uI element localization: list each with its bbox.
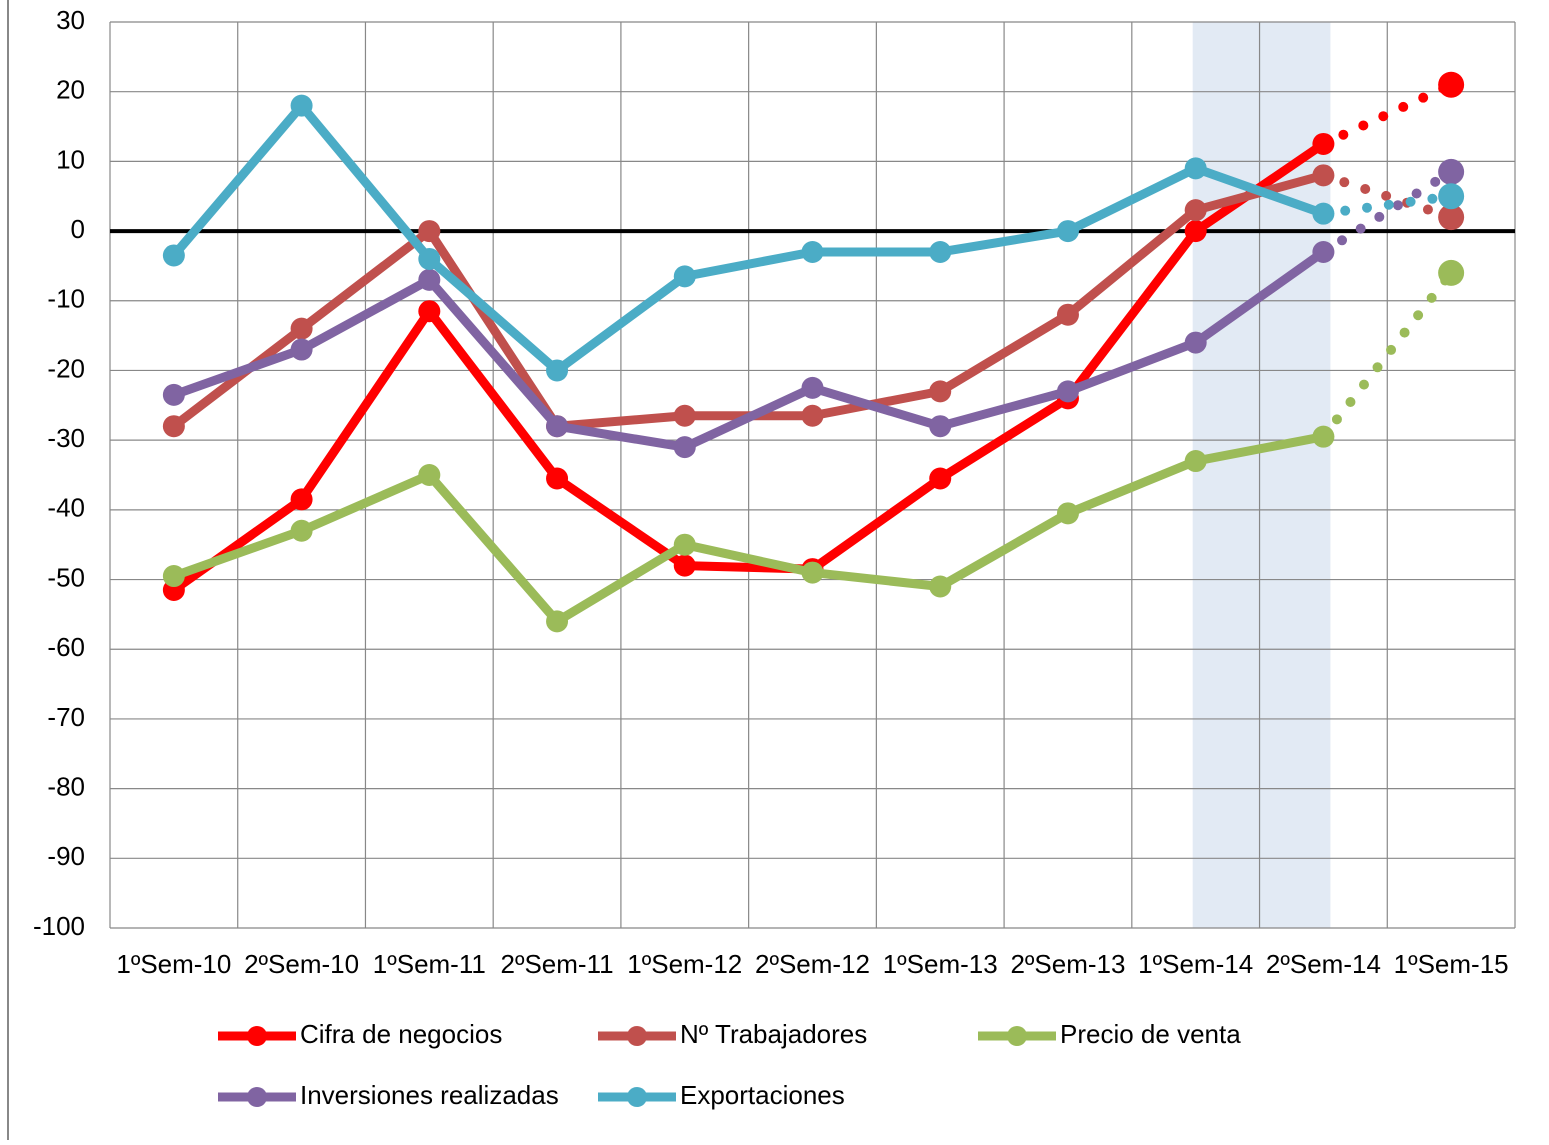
x-tick-label: 2ºSem-14 [1266, 949, 1381, 979]
x-tick-label: 1ºSem-10 [116, 949, 231, 979]
series-line [169, 139, 1328, 595]
point [1184, 199, 1207, 222]
x-tick-label: 1ºSem-13 [883, 949, 998, 979]
point [801, 376, 824, 399]
point [290, 94, 313, 117]
point [801, 240, 824, 263]
point [418, 220, 441, 243]
series-line [169, 247, 1328, 452]
x-tick-label: 2ºSem-12 [755, 949, 870, 979]
y-tick-label: -90 [47, 841, 85, 871]
point [1312, 132, 1335, 155]
forecast-line [1318, 166, 1457, 257]
point [1438, 204, 1465, 231]
legend-marker [627, 1026, 647, 1046]
point [929, 467, 952, 490]
x-tick-label: 1ºSem-14 [1138, 949, 1253, 979]
point [290, 317, 313, 340]
forecast-line [1318, 79, 1457, 149]
legend-marker [247, 1026, 267, 1046]
point [1056, 220, 1079, 243]
x-tick-label: 2ºSem-11 [501, 949, 614, 979]
point [929, 380, 952, 403]
point [290, 519, 313, 542]
point [1056, 303, 1079, 326]
point [1056, 502, 1079, 525]
y-tick-label: -60 [47, 632, 85, 662]
legend-label: Cifra de negocios [300, 1019, 502, 1049]
y-tick-label: 20 [56, 75, 85, 105]
point [1438, 183, 1465, 210]
series-line [169, 101, 1328, 375]
point [162, 415, 185, 438]
point [673, 533, 696, 556]
point [1438, 158, 1465, 185]
point [929, 415, 952, 438]
y-tick-label: -80 [47, 771, 85, 801]
point [546, 359, 569, 382]
point [418, 464, 441, 486]
point [162, 244, 185, 267]
x-tick-label: 2ºSem-13 [1010, 949, 1125, 979]
y-tick-label: 30 [56, 5, 85, 35]
point [673, 404, 696, 427]
point [1312, 425, 1335, 448]
point [1184, 450, 1207, 473]
point [1438, 71, 1465, 98]
legend-label: Inversiones realizadas [300, 1080, 559, 1110]
legend-label: Precio de venta [1060, 1019, 1241, 1049]
point [1184, 220, 1207, 243]
y-tick-label: -10 [47, 284, 85, 314]
point [162, 565, 185, 588]
legend-label: Exportaciones [680, 1080, 845, 1110]
point [1312, 240, 1335, 263]
point [1184, 331, 1207, 354]
point [290, 488, 313, 511]
point [418, 300, 441, 323]
point [929, 240, 952, 263]
point [673, 554, 696, 577]
y-tick-label: -20 [47, 353, 85, 383]
legend-marker [1007, 1026, 1027, 1046]
point [546, 610, 569, 633]
point [1312, 202, 1335, 225]
x-tick-label: 2ºSem-10 [244, 949, 359, 979]
y-tick-label: 0 [71, 214, 85, 244]
x-tick-label: 1ºSem-11 [373, 949, 486, 979]
point [1438, 259, 1465, 286]
legend-marker [627, 1087, 647, 1107]
y-tick-label: -70 [47, 702, 85, 732]
point [162, 383, 185, 406]
point [673, 436, 696, 459]
point [546, 415, 569, 438]
y-tick-label: -50 [47, 562, 85, 592]
forecast-line [1318, 191, 1457, 219]
point [290, 338, 313, 361]
point [801, 561, 824, 584]
point [673, 265, 696, 288]
point [546, 467, 569, 490]
series-line [169, 432, 1328, 626]
point [418, 247, 441, 270]
forecast-line [1318, 170, 1457, 223]
y-tick-label: -30 [47, 423, 85, 453]
point [1056, 380, 1079, 403]
point [418, 268, 441, 291]
point [1312, 164, 1335, 187]
x-tick-label: 1ºSem-12 [627, 949, 742, 979]
x-tick-label: 1ºSem-15 [1394, 949, 1509, 979]
y-tick-label: -100 [33, 911, 85, 941]
y-tick-label: -40 [47, 493, 85, 523]
legend-label: Nº Trabajadores [680, 1019, 867, 1049]
point [801, 404, 824, 427]
point [929, 575, 952, 598]
point [1184, 157, 1207, 180]
y-tick-label: 10 [56, 144, 85, 174]
forecast-line [1318, 267, 1457, 442]
legend-marker [247, 1087, 267, 1107]
